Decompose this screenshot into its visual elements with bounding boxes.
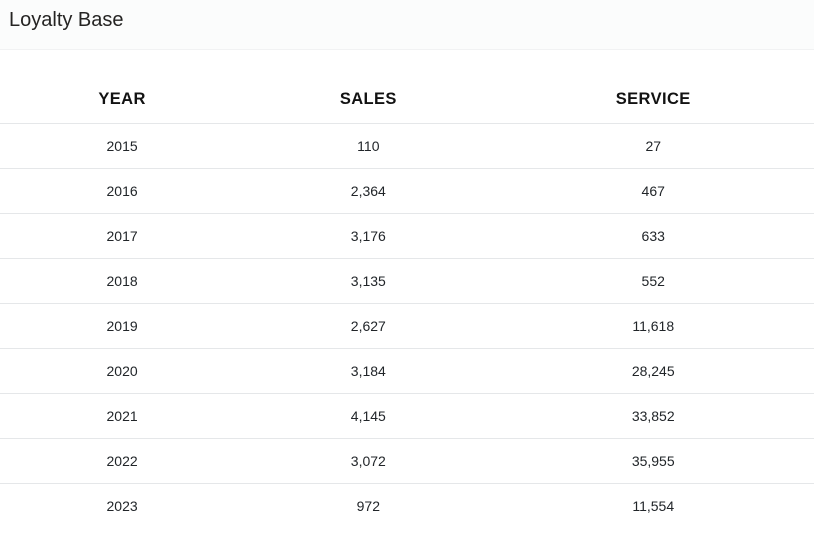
year-cell: 2020 [0,348,245,394]
table-row: 2019 2,627 11,618 [0,303,814,349]
sales-cell: 3,072 [244,438,493,484]
service-cell: 27 [645,138,662,154]
year-cell: 2022 [0,438,245,484]
year-cell: 2017 [0,213,245,259]
widget-titlebar: Loyalty Base [0,0,814,50]
service-cell: 633 [492,213,814,259]
table-row: 2015 110 27 [0,124,814,169]
sales-cell: 3,135 [244,258,493,304]
year-cell: 2019 [0,303,245,349]
year-cell: 2018 [0,258,245,304]
sales-cell: 972 [244,483,493,528]
sales-cell: 3,184 [244,348,493,394]
year-cell: 2021 [0,393,245,439]
year-cell: 2023 [0,483,245,528]
service-cell: 35,955 [492,438,814,484]
table-body: 2015 110 27 2016 2,364 467 2017 3,176 633 2018 3,1… [0,124,814,528]
sales-cell: 2,627 [244,303,493,349]
table-row: 2022 3,072 35,955 [0,438,814,484]
column-header-service: SERVICE [492,76,814,124]
sales-cell: 2,364 [244,168,493,214]
year-cell: 2015 [106,138,138,154]
column-header-sales: SALES [244,76,493,124]
table-container: YEAR SALES SERVICE 2015 110 27 2016 2,364 467… [0,76,814,528]
service-cell: 467 [492,168,814,214]
table-row: 2020 3,184 28,245 [0,348,814,394]
table-header: YEAR SALES SERVICE [0,76,814,124]
column-header-year: YEAR [0,76,245,124]
table-row: 2023 972 11,554 [0,483,814,528]
service-cell: 552 [492,258,814,304]
table-row: 2018 3,135 552 [0,258,814,304]
sales-cell: 110 [357,138,380,154]
sales-cell: 3,176 [244,213,493,259]
service-cell: 33,852 [492,393,814,439]
service-cell: 11,618 [492,303,814,349]
loyalty-table: YEAR SALES SERVICE 2015 110 27 2016 2,364 467… [0,76,814,528]
loyalty-base-widget: Loyalty Base YEAR SALES SERVICE 2015 110 2… [0,0,814,528]
service-cell: 28,245 [492,348,814,394]
table-row: 2017 3,176 633 [0,213,814,259]
widget-title: Loyalty Base [9,9,124,31]
service-cell: 11,554 [492,483,814,528]
header-row: YEAR SALES SERVICE [0,76,814,124]
table-row: 2016 2,364 467 [0,168,814,214]
sales-cell: 4,145 [244,393,493,439]
table-row: 2021 4,145 33,852 [0,393,814,439]
year-cell: 2016 [0,168,245,214]
